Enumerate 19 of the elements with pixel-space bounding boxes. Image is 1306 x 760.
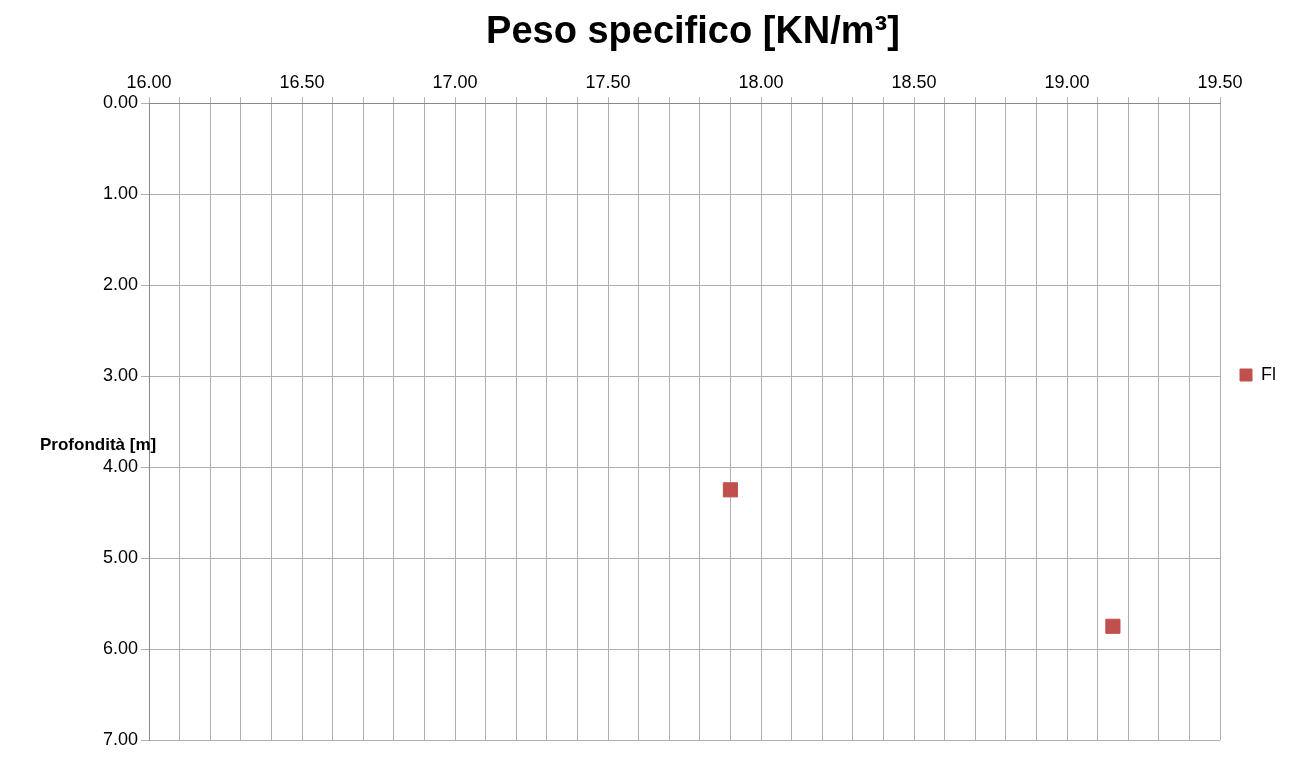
y-tick-label: 7.00: [102, 728, 139, 749]
x-tick-label: 19.50: [1197, 72, 1243, 93]
x-tick-label: 19.00: [1044, 72, 1090, 93]
x-tick-label: 18.00: [738, 72, 784, 93]
x-tick-label: 16.50: [279, 72, 325, 93]
y-tick-label: 1.00: [102, 183, 139, 204]
y-tick-label: 5.00: [102, 547, 139, 568]
y-tick-label: 4.00: [102, 456, 139, 477]
y-tick-label: 6.00: [102, 638, 139, 658]
x-tick-label: 17.00: [432, 72, 478, 93]
chart-title: Peso specifico [KN/m³]: [486, 9, 900, 52]
x-tick-label: 17.50: [585, 72, 631, 93]
y-tick-label: 0.00: [102, 92, 139, 113]
y-tick-label: 2.00: [102, 274, 139, 295]
x-tick-label: 18.50: [891, 72, 937, 93]
x-tick-label: 16.00: [126, 72, 172, 93]
legend-label: Fl: [1261, 363, 1277, 384]
y-tick-label: 3.00: [102, 365, 139, 386]
y-axis-title: Profondità [m]: [40, 435, 157, 455]
